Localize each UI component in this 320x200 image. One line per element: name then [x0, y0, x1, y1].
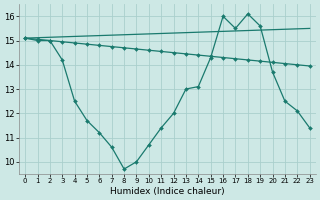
X-axis label: Humidex (Indice chaleur): Humidex (Indice chaleur) [110, 187, 225, 196]
